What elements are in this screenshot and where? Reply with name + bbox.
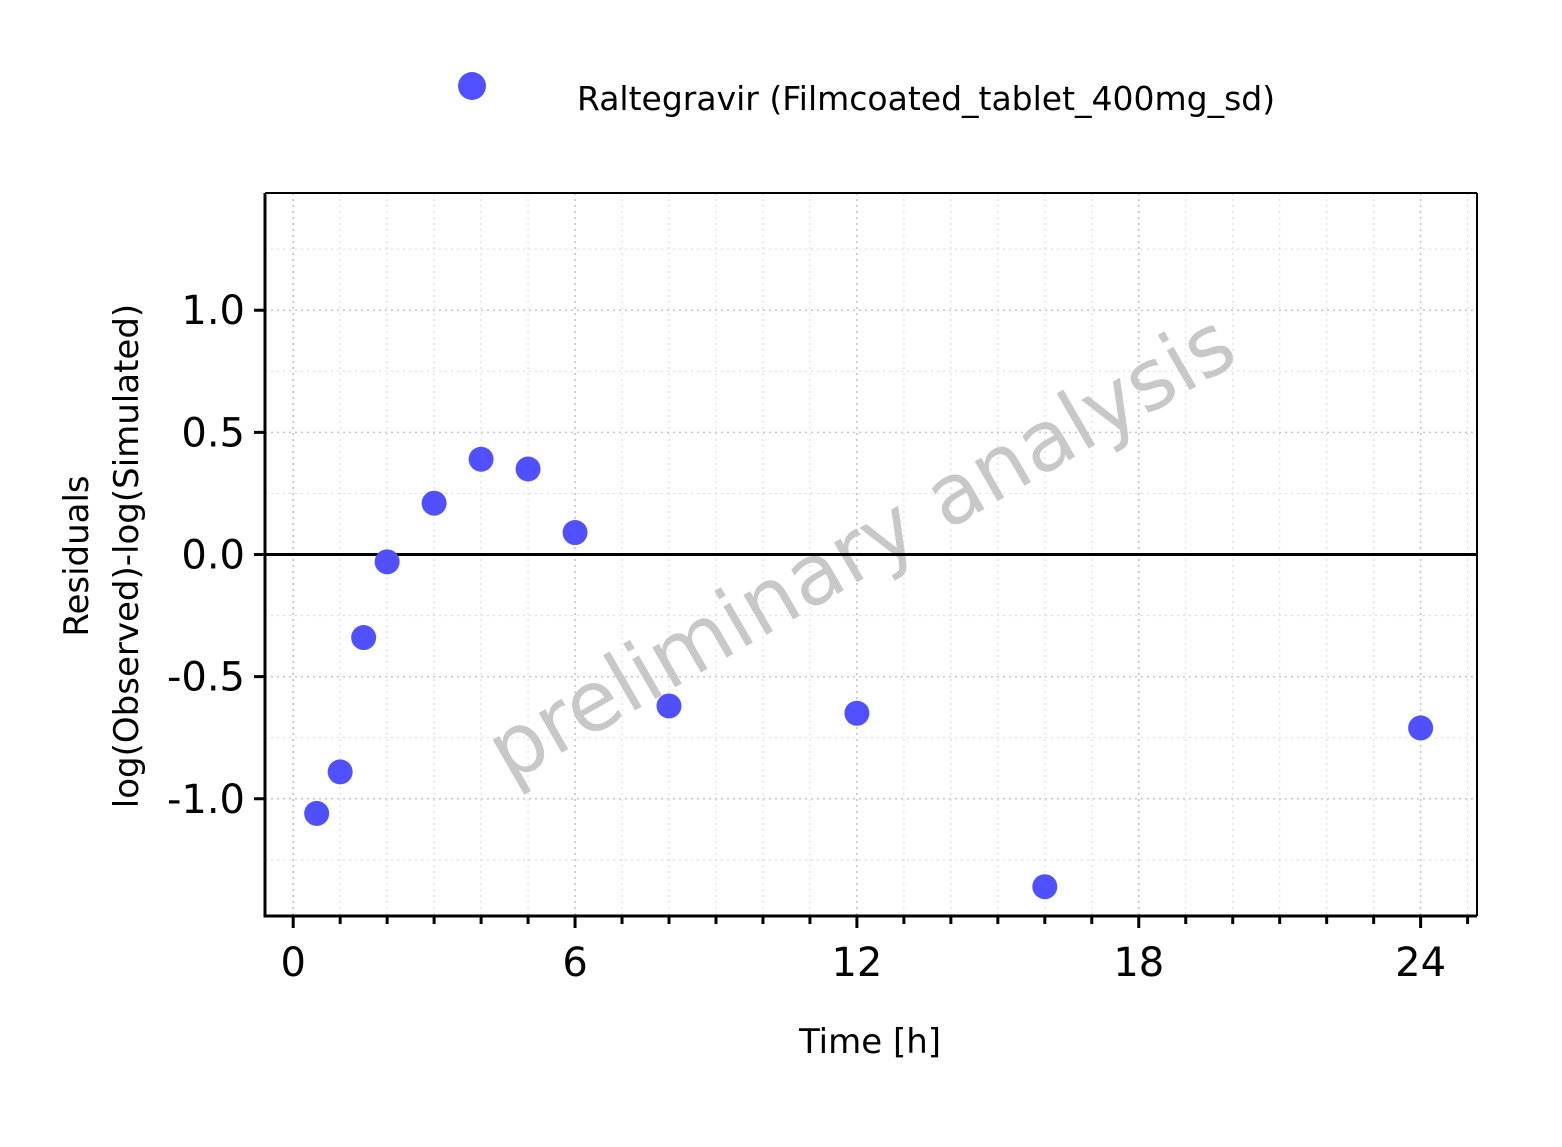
legend-marker <box>458 72 486 100</box>
data-point <box>421 490 447 516</box>
data-point <box>515 456 541 482</box>
x-tick-label: 18 <box>1113 940 1164 986</box>
y-tick-label: -0.5 <box>167 655 245 701</box>
y-axis-title-line1: Residuals <box>57 475 97 636</box>
y-tick-label: 1.0 <box>181 288 245 334</box>
data-points <box>304 446 1434 900</box>
y-tick-label: 0.0 <box>181 533 245 579</box>
y-axis-title-line2: log(Observed)-log(Simulated) <box>107 304 147 808</box>
data-point <box>304 800 330 826</box>
data-point <box>327 759 353 785</box>
legend-label: Raltegravir (Filmcoated_tablet_400mg_sd) <box>577 79 1275 118</box>
axes <box>254 192 1478 928</box>
data-point <box>562 520 588 546</box>
data-point <box>1032 874 1058 900</box>
legend: Raltegravir (Filmcoated_tablet_400mg_sd) <box>458 72 1275 118</box>
y-tick-label: 0.5 <box>181 410 245 456</box>
data-point <box>351 625 377 651</box>
data-point <box>468 446 494 472</box>
x-tick-label: 0 <box>280 940 305 986</box>
x-axis-title: Time [h] <box>798 1022 941 1062</box>
data-point <box>844 700 870 726</box>
tick-labels: 0 6 12 18 24 1.0 0.5 0.0 -0.5 -1.0 <box>167 288 1446 986</box>
data-point <box>1408 715 1434 741</box>
x-tick-label: 6 <box>562 940 587 986</box>
x-tick-label: 24 <box>1395 940 1446 986</box>
data-point <box>656 693 682 719</box>
y-tick-label: -1.0 <box>167 777 245 823</box>
data-point <box>374 549 400 575</box>
x-tick-label: 12 <box>831 940 882 986</box>
